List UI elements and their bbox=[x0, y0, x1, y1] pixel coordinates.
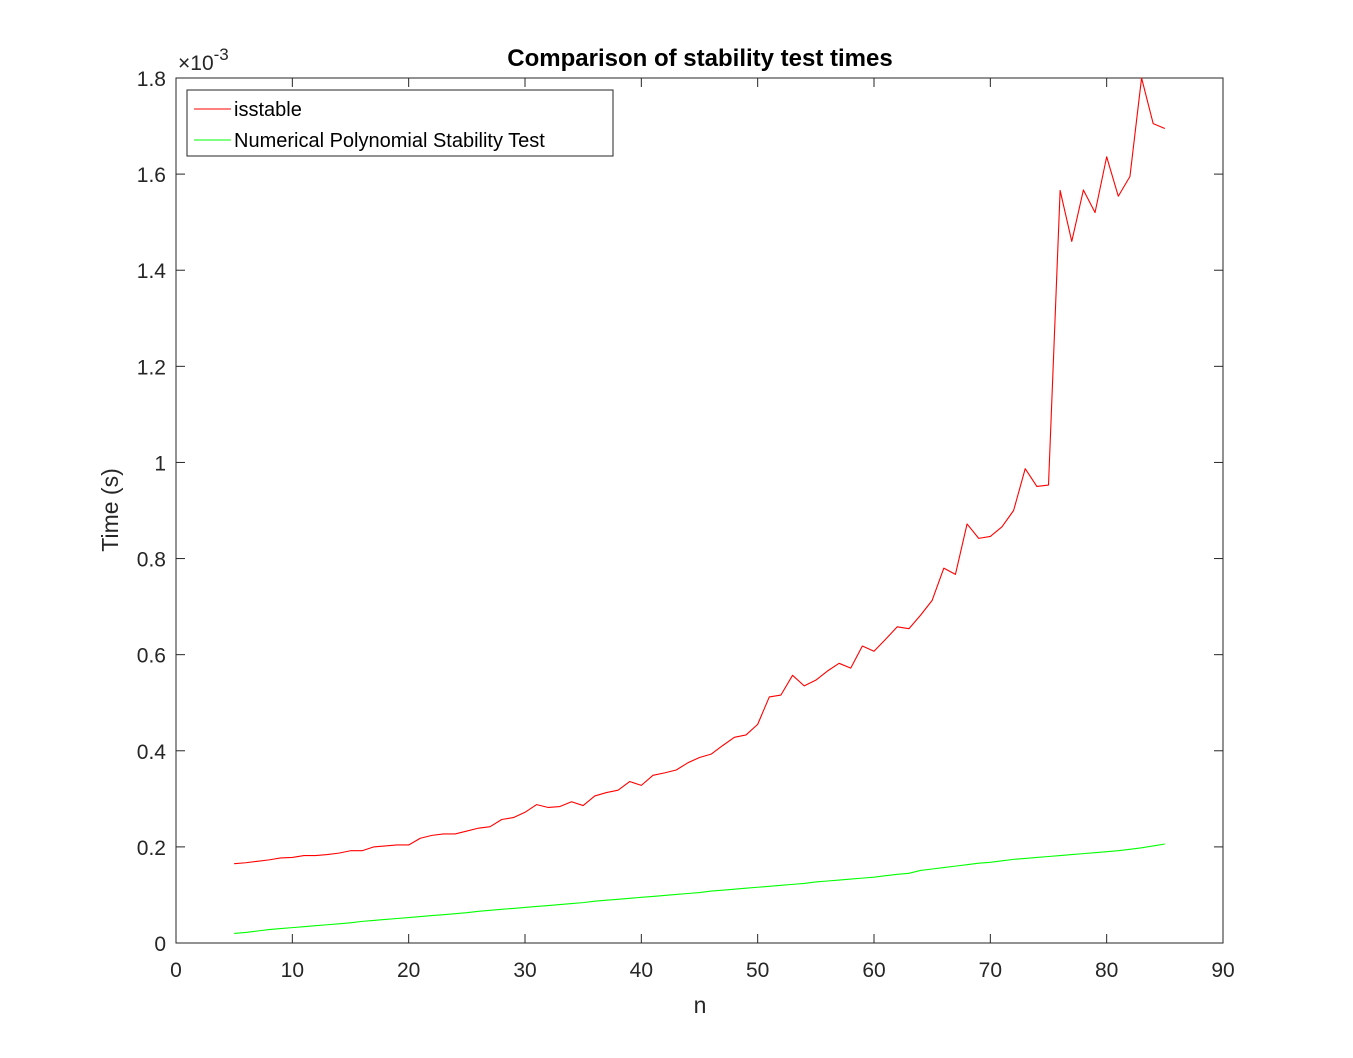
x-axis-label: n bbox=[694, 992, 707, 1018]
y-tick-label: 1.6 bbox=[137, 164, 166, 187]
y-tick-label: 1 bbox=[154, 452, 166, 475]
series-line-numerical-polynomial-stability-test bbox=[234, 843, 1165, 934]
y-tick-label: 0.6 bbox=[137, 645, 166, 668]
y-tick-label: 1.2 bbox=[137, 356, 166, 379]
x-tick-label: 20 bbox=[397, 959, 420, 982]
y-tick-label: 1.8 bbox=[137, 68, 166, 91]
x-tick-label: 40 bbox=[630, 959, 653, 982]
y-tick-label: 0.8 bbox=[137, 549, 166, 572]
legend-box bbox=[186, 89, 614, 157]
y-exponent-label: ×10-3 bbox=[178, 45, 229, 75]
y-tick-label: 0.4 bbox=[137, 741, 167, 764]
axis-ticks: 0 10 20 30 40 50 60 70 80 90 0 0.2 0.4 0.6 0.8 1 1.2 1.4 1… bbox=[137, 68, 1235, 982]
x-tick-label: 10 bbox=[281, 959, 304, 982]
legend: isstable Numerical Polynomial Stability T… bbox=[186, 89, 614, 157]
y-axis-label: Time (s) bbox=[97, 468, 123, 551]
y-exponent-power: -3 bbox=[214, 45, 229, 64]
axes-box bbox=[175, 77, 1224, 944]
legend-label: Numerical Polynomial Stability Test bbox=[234, 130, 545, 152]
legend-label: isstable bbox=[234, 99, 302, 121]
x-tick-label: 90 bbox=[1211, 959, 1234, 982]
x-tick-label: 70 bbox=[979, 959, 1002, 982]
x-tick-label: 60 bbox=[862, 959, 885, 982]
x-tick-label: 0 bbox=[170, 959, 182, 982]
x-tick-label: 30 bbox=[513, 959, 536, 982]
plot-area bbox=[175, 77, 1224, 944]
y-tick-label: 0 bbox=[154, 933, 166, 956]
x-tick-label: 80 bbox=[1095, 959, 1118, 982]
y-tick-label: 1.4 bbox=[137, 260, 167, 283]
x-tick-label: 50 bbox=[746, 959, 769, 982]
y-exponent-base: ×10 bbox=[178, 52, 214, 75]
chart-title: Comparison of stability test times bbox=[507, 45, 892, 72]
series-line-isstable bbox=[234, 77, 1166, 865]
series-layer bbox=[234, 77, 1166, 934]
y-tick-label: 0.2 bbox=[137, 837, 166, 860]
